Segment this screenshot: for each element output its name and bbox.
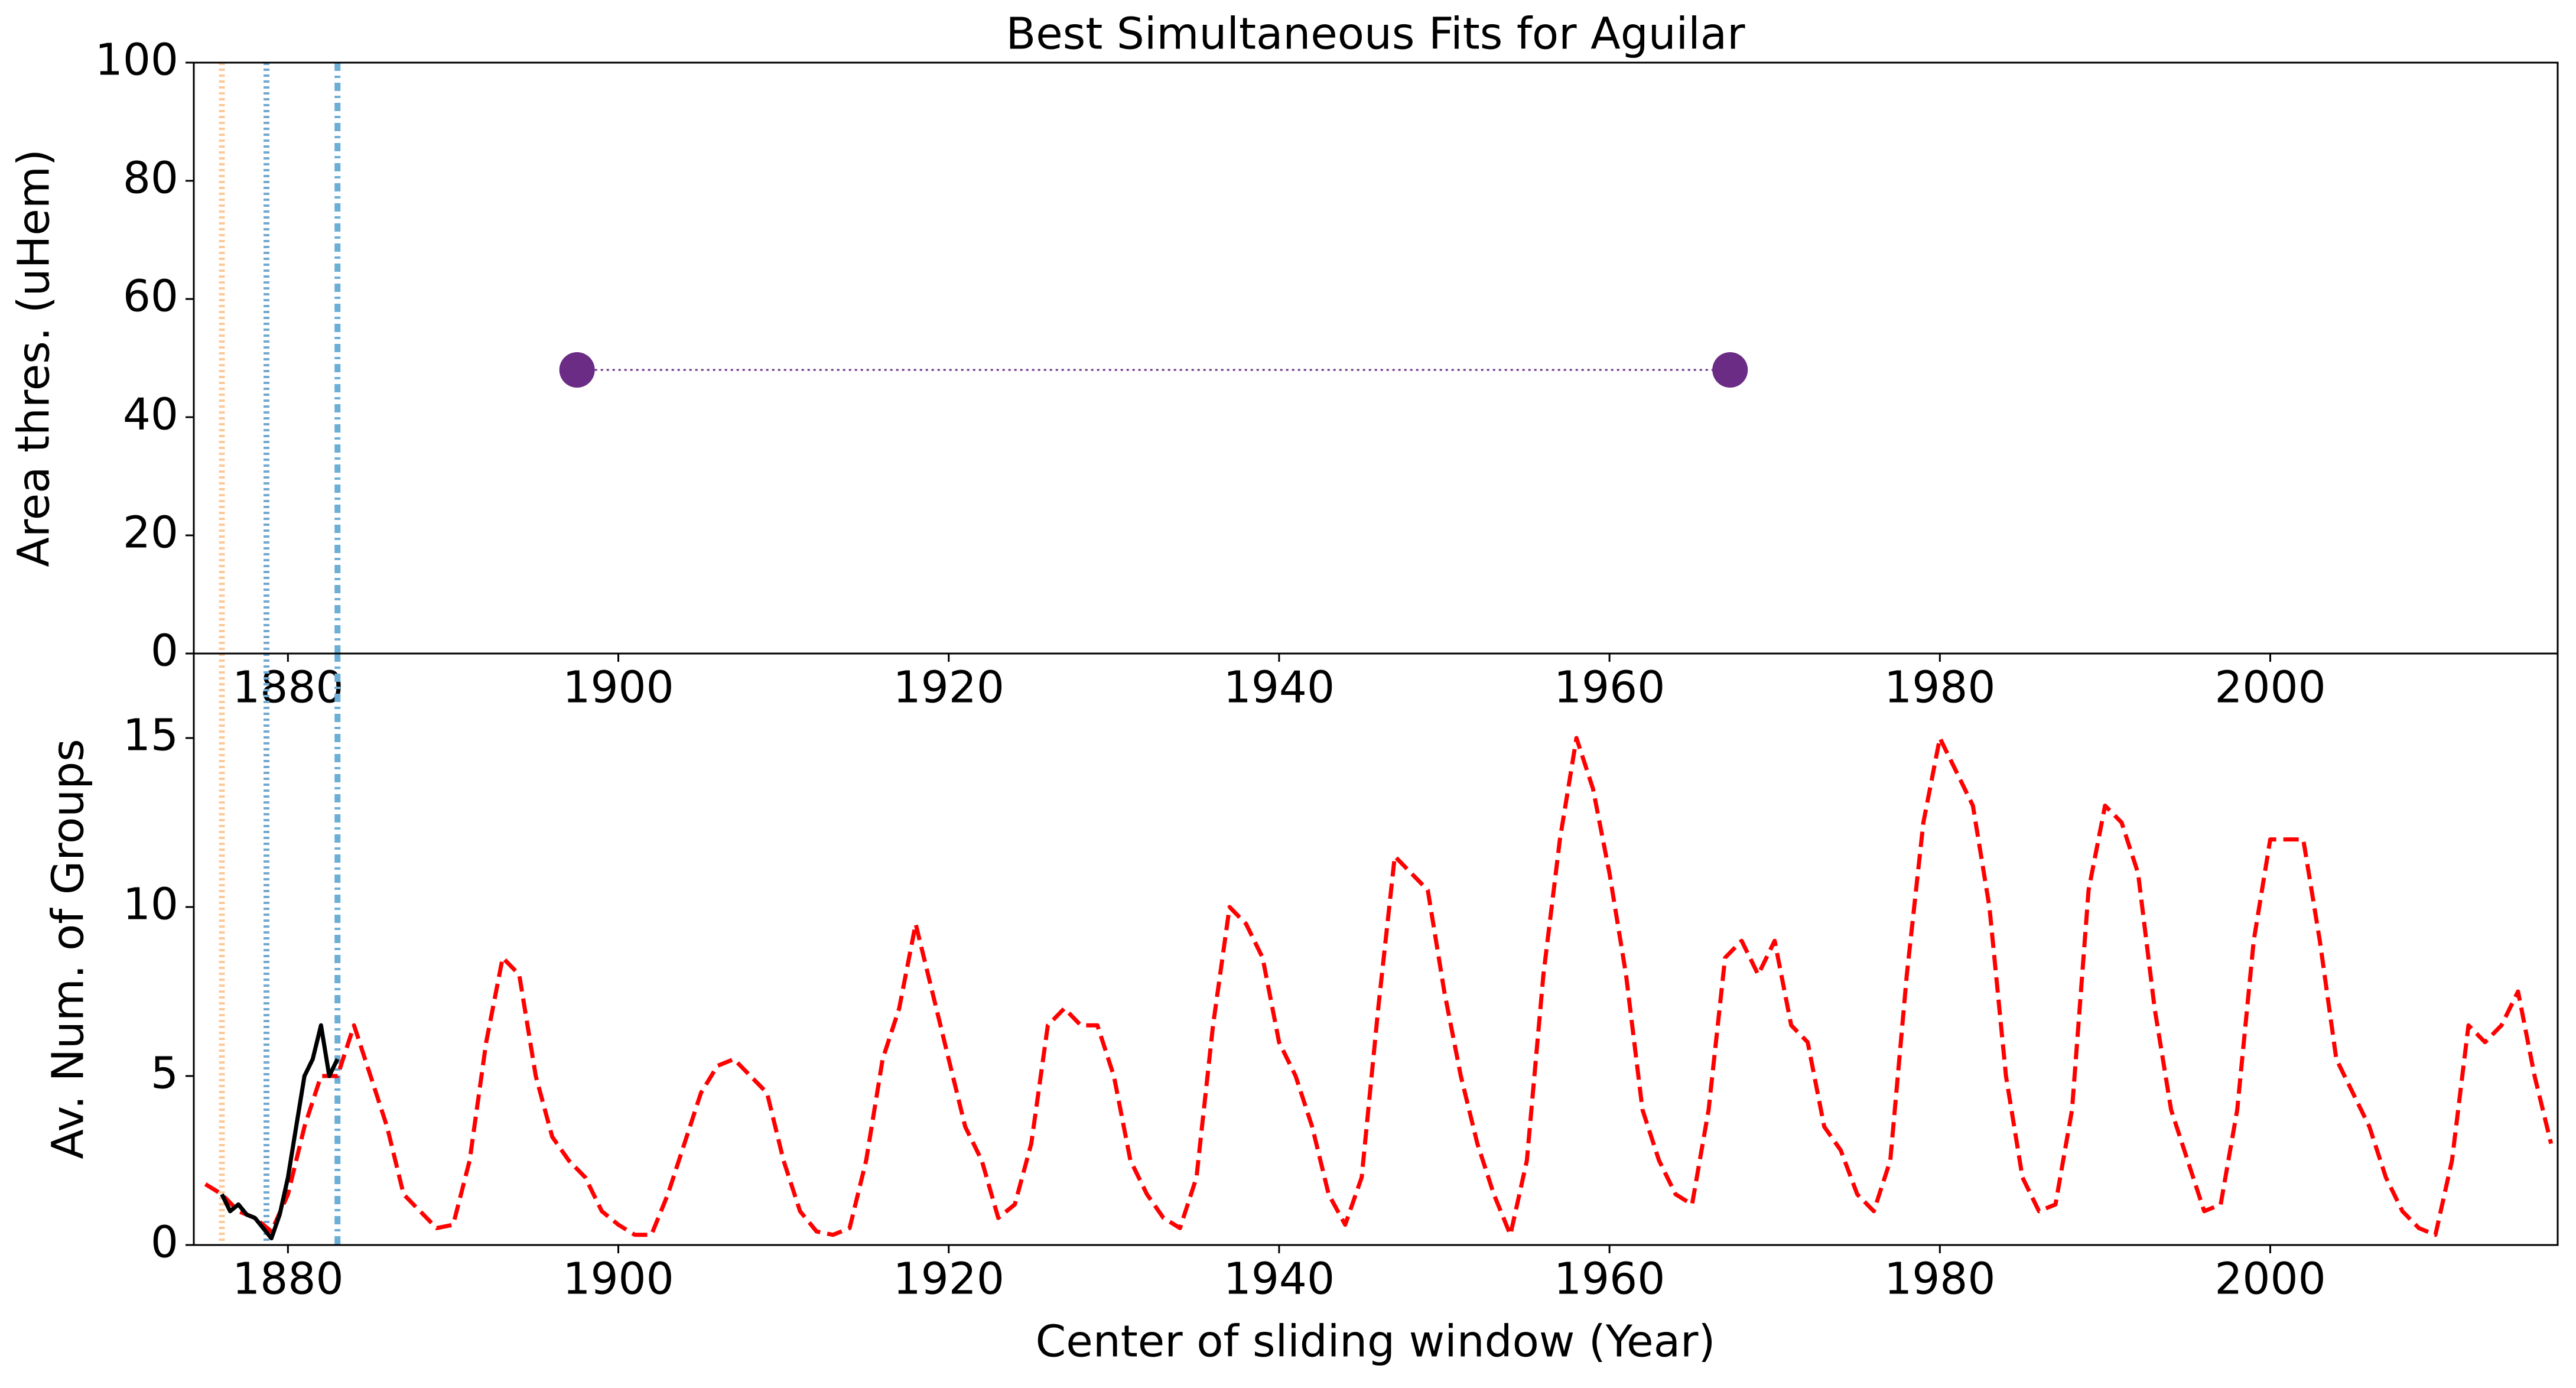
x-axis-label: Center of sliding window (Year)	[1036, 1317, 1716, 1367]
x-tick-label: 1960	[1554, 1254, 1665, 1305]
data-line	[204, 736, 2554, 1237]
y-axis-label: Area thres. (uHem)	[9, 149, 60, 567]
y-tick-label: 60	[123, 271, 178, 322]
x-tick-label: 1920	[893, 1254, 1004, 1305]
x-tick-label: 1980	[1884, 662, 1995, 713]
x-tick-label: 1980	[1884, 1254, 1995, 1305]
x-tick-label: 1880	[232, 662, 343, 713]
x-tick-label: 1940	[1224, 662, 1335, 713]
x-tick-label: 2000	[2214, 1254, 2325, 1305]
x-tick-label: 1940	[1224, 1254, 1335, 1305]
plot-area	[219, 63, 1748, 654]
data-point	[559, 352, 595, 388]
y-tick-label: 80	[123, 153, 178, 204]
data-point	[1712, 352, 1748, 388]
plot-area	[204, 654, 2554, 1245]
y-tick-label: 15	[123, 710, 178, 761]
x-tick-label: 1880	[232, 1254, 343, 1305]
y-tick-label: 40	[123, 389, 178, 440]
axes-frame	[193, 652, 2559, 1246]
y-tick-label: 0	[151, 1217, 178, 1268]
x-tick-label: 1900	[562, 662, 674, 713]
x-tick-label: 2000	[2214, 662, 2325, 713]
y-axis-label: Av. Num. of Groups	[43, 739, 94, 1159]
data-line	[220, 1023, 340, 1241]
y-tick-label: 0	[151, 626, 178, 677]
x-tick-label: 1920	[893, 662, 1004, 713]
x-tick-label: 1960	[1554, 662, 1665, 713]
y-tick-label: 20	[123, 508, 178, 558]
x-tick-label: 1900	[562, 1254, 674, 1305]
chart-title: Best Simultaneous Fits for Aguilar	[1006, 9, 1746, 60]
y-tick-label: 10	[123, 879, 178, 930]
y-tick-label: 5	[151, 1048, 178, 1099]
axes-frame	[193, 61, 2559, 655]
y-tick-label: 100	[95, 35, 178, 86]
